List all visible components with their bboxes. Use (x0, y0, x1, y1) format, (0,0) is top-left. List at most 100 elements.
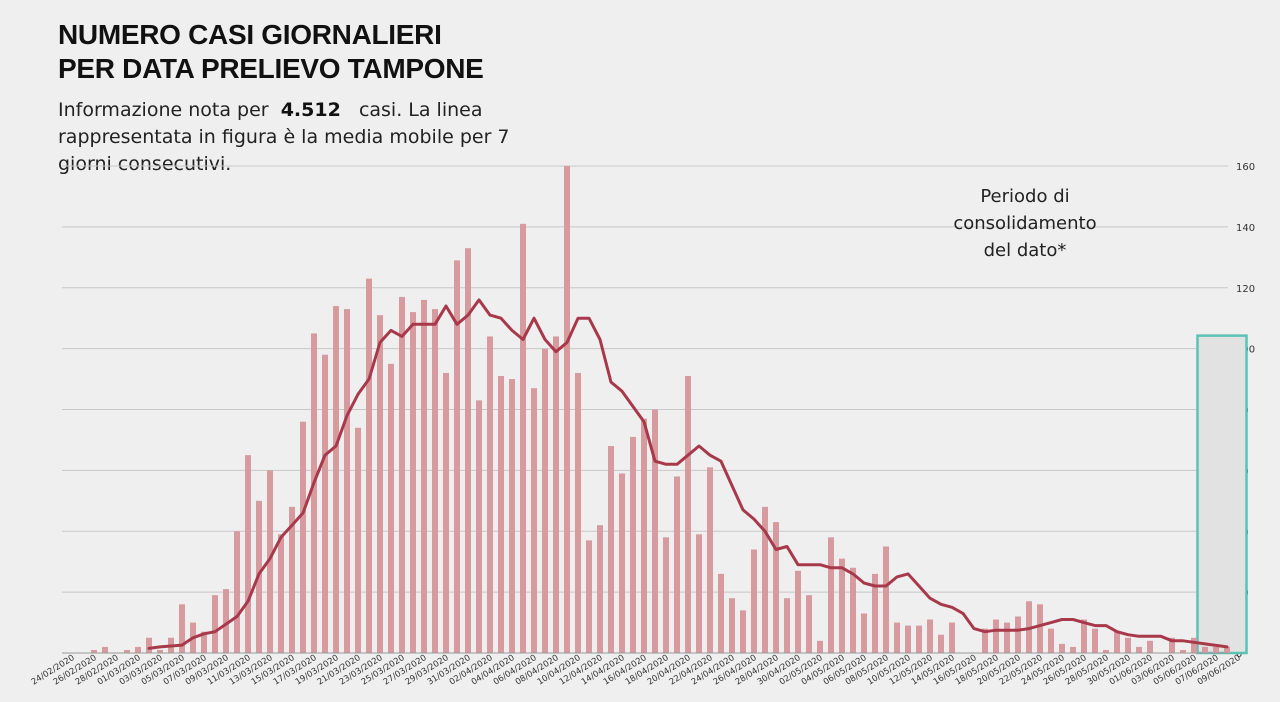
daily-cases-bar (300, 421, 306, 653)
daily-cases-bar (982, 628, 988, 653)
consolidation-annotation: Periodo di consolidamento del dato* (930, 183, 1120, 264)
daily-cases-bar (685, 376, 691, 653)
case-count: 4.512 (280, 99, 341, 121)
daily-cases-bar (718, 573, 724, 653)
daily-cases-bar (1191, 637, 1197, 653)
daily-cases-bar (1202, 646, 1208, 653)
daily-cases-bar (102, 646, 108, 653)
daily-cases-bar (1048, 628, 1054, 653)
daily-cases-bar (1081, 619, 1087, 653)
daily-cases-bar (443, 372, 449, 653)
consolidation-period-box (1196, 334, 1248, 655)
daily-cases-bar (663, 537, 669, 653)
daily-cases-bar (1224, 646, 1230, 653)
y-tick-label: 160 (1236, 162, 1255, 173)
daily-cases-bar (564, 166, 570, 653)
daily-cases-bar (762, 506, 768, 653)
daily-cases-bar (1070, 646, 1076, 653)
daily-cases-bar (850, 567, 856, 653)
daily-cases-bar (399, 296, 405, 653)
daily-cases-bar (993, 619, 999, 653)
daily-cases-bar (179, 604, 185, 653)
daily-cases-bar (454, 260, 460, 653)
daily-cases-bar (1103, 649, 1109, 653)
daily-cases-bar (234, 531, 240, 653)
daily-cases-bar (388, 363, 394, 653)
daily-cases-bar (619, 473, 625, 653)
y-tick-label: 140 (1236, 223, 1255, 234)
daily-cases-bar (575, 372, 581, 653)
y-tick-label: 0 (1236, 649, 1242, 660)
title-line-2: PER DATA PRELIEVO TAMPONE (58, 53, 484, 84)
daily-cases-bar (509, 379, 515, 653)
daily-cases-bar (949, 622, 955, 653)
daily-cases-bar (91, 649, 97, 653)
chart-title: NUMERO CASI GIORNALIERI PER DATA PRELIEV… (58, 18, 484, 86)
daily-cases-bar (1169, 637, 1175, 653)
daily-cases-bar (498, 376, 504, 653)
daily-cases-bar (531, 388, 537, 653)
daily-cases-bar (146, 637, 152, 653)
daily-cases-bar (1059, 643, 1065, 653)
daily-cases-bar (223, 589, 229, 653)
daily-cases-bar (1114, 631, 1120, 653)
subtitle-prefix: Informazione nota per (58, 99, 269, 121)
daily-cases-bar (487, 336, 493, 653)
daily-cases-bar (883, 546, 889, 653)
daily-cases-bar (938, 634, 944, 653)
daily-cases-bar (278, 534, 284, 653)
daily-cases-bar (707, 467, 713, 653)
daily-cases-bar (751, 549, 757, 653)
daily-cases-bar (872, 573, 878, 653)
annotation-line-2: consolidamento (953, 213, 1097, 234)
daily-cases-bar (322, 354, 328, 653)
daily-cases-bar (1125, 637, 1131, 653)
daily-cases-bar (1147, 640, 1153, 653)
daily-cases-bar (641, 418, 647, 653)
daily-cases-bar (1004, 622, 1010, 653)
daily-cases-bar (311, 333, 317, 653)
daily-cases-bar (465, 248, 471, 653)
moving-average-line (147, 298, 1229, 650)
daily-cases-bar (267, 470, 273, 653)
daily-cases-bar (520, 223, 526, 654)
daily-cases-bar (652, 409, 658, 653)
daily-cases-bar (861, 613, 867, 653)
subtitle-suffix: casi. La linea rappresentata in figura è… (58, 99, 510, 175)
daily-cases-bar (212, 595, 218, 653)
daily-cases-bar (795, 570, 801, 653)
daily-cases-bar (729, 598, 735, 653)
daily-cases-bar (421, 299, 427, 653)
daily-cases-bar (696, 534, 702, 653)
daily-cases-bar (1037, 604, 1043, 653)
daily-cases-bar (586, 540, 592, 653)
daily-cases-bar (377, 315, 383, 653)
y-tick-label: 120 (1236, 284, 1255, 295)
daily-cases-bar (289, 506, 295, 653)
daily-cases-bar (201, 631, 207, 653)
daily-cases-bar (135, 646, 141, 653)
daily-cases-bar (1015, 616, 1021, 653)
daily-cases-bar (245, 455, 251, 653)
daily-cases-bar (542, 348, 548, 653)
daily-cases-bar (674, 476, 680, 653)
daily-cases-bar (355, 427, 361, 653)
annotation-line-3: del dato* (983, 240, 1067, 261)
daily-cases-bar (333, 306, 339, 653)
daily-cases-bar (410, 312, 416, 653)
chart-subtitle: Informazione nota per 4.512 casi. La lin… (58, 97, 528, 178)
daily-cases-bar (124, 649, 130, 653)
daily-cases-bar (432, 309, 438, 653)
annotation-line-1: Periodo di (980, 186, 1070, 207)
daily-cases-bar (916, 625, 922, 653)
daily-cases-bar (1092, 628, 1098, 653)
daily-cases-bar (1136, 646, 1142, 653)
daily-cases-bar (157, 649, 163, 653)
daily-cases-bar (630, 436, 636, 653)
daily-cases-bar (740, 610, 746, 653)
daily-cases-bar (894, 622, 900, 653)
daily-cases-bar (839, 558, 845, 653)
daily-cases-bar (806, 595, 812, 653)
daily-cases-bar (1180, 649, 1186, 653)
